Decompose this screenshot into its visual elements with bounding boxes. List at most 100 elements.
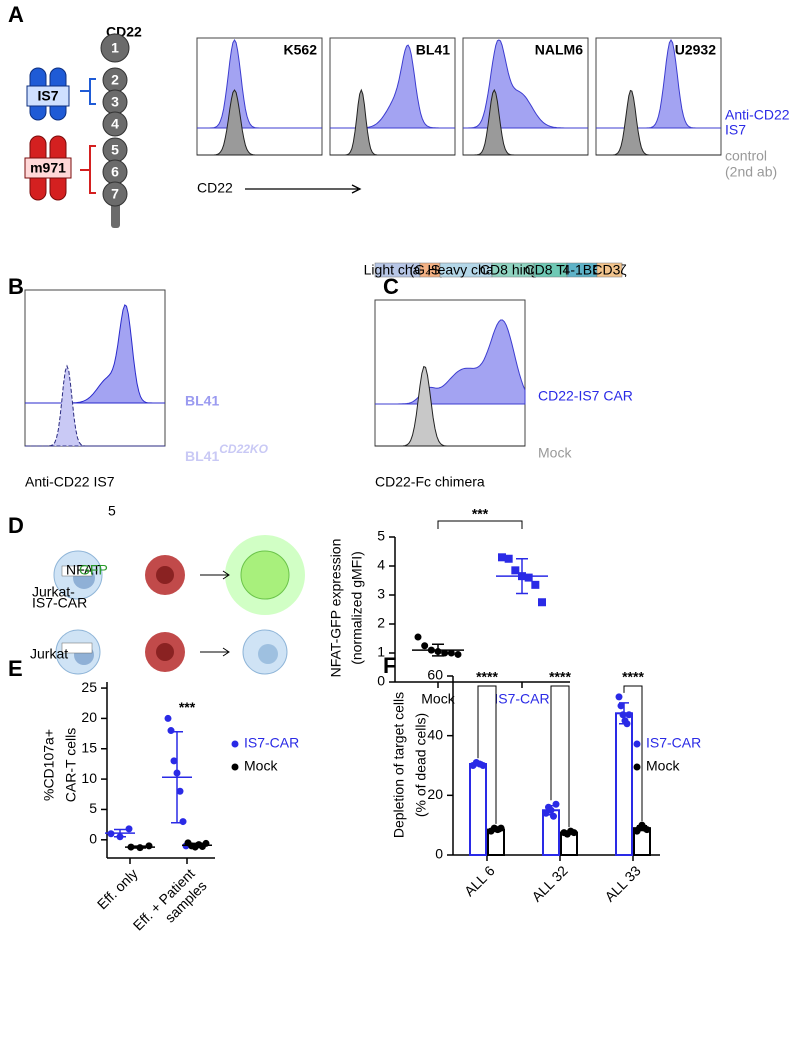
panel-label: A	[8, 2, 24, 27]
data-point	[145, 842, 153, 850]
panel-label: C	[383, 274, 399, 299]
domain-label: 5	[111, 142, 119, 158]
data-point	[615, 693, 623, 701]
construct-label: CD8 TM	[525, 262, 577, 278]
construct-label: CD3ζ	[592, 262, 626, 278]
cell-label: Jurkat-	[32, 584, 75, 600]
bar	[469, 763, 487, 857]
error-bar	[516, 558, 528, 595]
panel-label: D	[8, 513, 24, 538]
histogram	[596, 39, 721, 129]
significance-label: ****	[476, 669, 498, 685]
reporter-label: GFP	[79, 562, 108, 578]
data-point	[552, 800, 560, 808]
y-axis-label: (% of dead cells)	[413, 713, 429, 817]
x-tick-label: ALL 32	[528, 862, 570, 904]
data-point	[643, 826, 651, 834]
series-label: BL41	[185, 393, 219, 409]
panel-label: E	[8, 656, 23, 681]
y-tick-label: 20	[81, 709, 97, 725]
data-point	[538, 598, 546, 607]
legend-label: Mock	[646, 758, 680, 774]
y-tick-label: 15	[81, 739, 97, 755]
cell-line-label: BL41	[416, 42, 450, 58]
significance-bracket	[550, 685, 570, 828]
data-point	[625, 711, 633, 719]
data-point	[619, 711, 627, 719]
significance-label: ***	[472, 506, 489, 522]
data-point	[447, 649, 455, 657]
cell-diagram	[53, 535, 305, 675]
error-bar	[473, 761, 483, 767]
y-tick-label: 3	[377, 586, 385, 602]
stem	[111, 200, 120, 228]
y-tick-label: 0	[435, 846, 443, 862]
domain-label: 3	[111, 94, 119, 110]
bar	[615, 712, 633, 857]
superscript: CD22KO	[219, 442, 268, 456]
domain-label: 2	[111, 72, 119, 88]
data-point	[531, 580, 540, 589]
legend-label: Anti-CD22	[725, 107, 790, 123]
significance-bracket	[437, 520, 523, 529]
error-bar	[564, 830, 574, 835]
error-bar	[191, 842, 203, 848]
data-point	[504, 554, 513, 563]
y-tick-label: 25	[81, 679, 97, 695]
series-label: CD22-IS7 CAR	[538, 388, 633, 404]
legend-marker	[231, 740, 239, 748]
x-tick-label: Eff. only	[94, 865, 141, 912]
error-bar	[432, 643, 444, 657]
y-tick-label: 60	[427, 667, 443, 683]
legend-label: IS7-CAR	[646, 735, 701, 751]
legend-label: Mock	[244, 758, 278, 774]
legend-marker	[633, 740, 641, 748]
y-tick-label: 20	[427, 786, 443, 802]
data-point	[170, 757, 178, 765]
series-label: BL41CD22KO	[185, 442, 269, 464]
binder-label: IS7	[37, 88, 58, 104]
domain-label: 7	[111, 186, 119, 202]
domain	[100, 33, 130, 63]
data-point	[179, 818, 187, 826]
y-axis-label: (normalized gMFI)	[349, 551, 365, 665]
data-point	[570, 829, 578, 837]
legend-marker	[633, 763, 641, 771]
cell-label: Jurkat	[30, 646, 68, 662]
binder-m971: m971	[24, 135, 96, 201]
error-bar	[491, 827, 501, 833]
y-tick-label: 4	[377, 557, 385, 573]
construct-label: Light chain	[364, 262, 432, 278]
data-point	[176, 787, 184, 795]
data-point	[524, 573, 533, 582]
error-bar	[114, 828, 126, 838]
x-tick-label: Mock	[421, 691, 455, 707]
y-axis-label: Depletion of target cells	[391, 692, 407, 838]
domain	[102, 111, 128, 137]
significance-label: ****	[622, 669, 644, 685]
data-point	[414, 633, 422, 641]
histogram	[330, 44, 455, 129]
x-axis-label: Anti-CD22 IS7	[25, 474, 115, 490]
data-point	[164, 714, 172, 722]
legend-label: IS7	[725, 122, 746, 138]
data-point	[454, 650, 462, 658]
data-point	[441, 649, 449, 657]
data-point	[498, 553, 506, 562]
cell-line-label: NALM6	[535, 42, 583, 58]
y-tick-label: 5	[89, 800, 97, 816]
x-tick-label: ALL 6	[461, 862, 498, 899]
histogram-frame	[24, 289, 166, 447]
construct-segment	[596, 262, 623, 278]
series-label: BL41	[185, 448, 219, 464]
histogram-frame	[196, 37, 323, 156]
construct-label: 4-1BB	[563, 262, 602, 278]
data-point	[617, 702, 625, 710]
significance-label: ****	[549, 669, 571, 685]
significance-bracket	[477, 685, 497, 824]
histogram	[25, 304, 165, 404]
domain-label: 4	[111, 116, 119, 132]
histogram	[25, 364, 165, 447]
arrow	[245, 184, 362, 194]
